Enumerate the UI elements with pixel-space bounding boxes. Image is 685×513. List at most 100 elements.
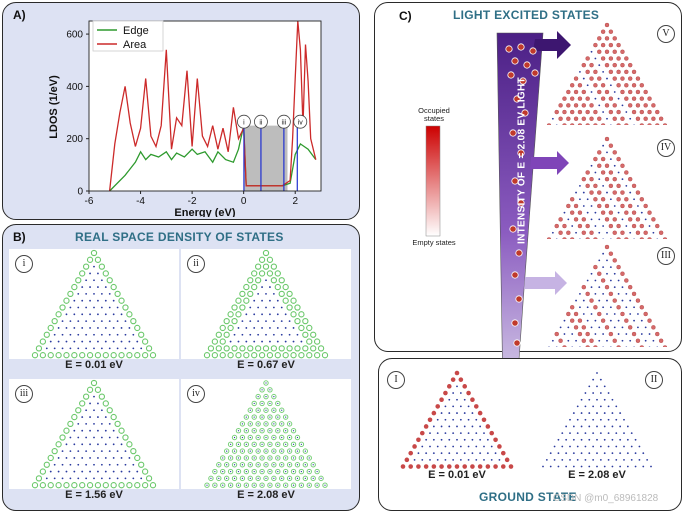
energy-label: E = 2.08 eV xyxy=(568,469,626,481)
photon-electron xyxy=(515,295,523,303)
photon-electron xyxy=(513,95,521,103)
colorbar-top-label: Occupied states xyxy=(418,106,450,123)
energy-label: E = 0.01 eV xyxy=(428,469,486,481)
arrow-level-iii xyxy=(524,271,567,295)
marker-badge-iii xyxy=(276,114,291,129)
photon-electron xyxy=(513,339,521,347)
x-tick-label: 2 xyxy=(292,196,298,207)
y-tick-label: 200 xyxy=(66,134,83,145)
marker-badge-ii xyxy=(254,114,268,129)
photon-electron xyxy=(505,45,513,53)
panel-c-title: LIGHT EXCITED STATES xyxy=(453,8,600,22)
excited-map-v: V xyxy=(545,21,679,128)
excited-map-iii: III xyxy=(545,243,679,350)
plot-frame xyxy=(88,20,322,192)
photon-electron xyxy=(515,249,523,257)
photon-electron xyxy=(521,109,529,117)
ldos-map-cell-iii: iii E = 1.56 eV xyxy=(9,379,179,503)
energy-label: E = 0.01 eV xyxy=(9,359,179,373)
colorbar xyxy=(425,125,441,237)
x-tick-label: 0 xyxy=(241,196,247,207)
photon-electron xyxy=(511,57,519,65)
panel-a: A) i ii iii iv -6 -4 -2 0 2 0 200 400 600 LDOS (1/eV… xyxy=(2,2,360,220)
ground-map-ii: II E = 2.08 eV xyxy=(537,369,667,487)
triangle-lattice xyxy=(203,249,329,359)
state-badge: ii xyxy=(187,255,205,273)
photon-electron xyxy=(519,77,527,85)
energy-label: E = 1.56 eV xyxy=(9,489,179,503)
panel-b-label: B) xyxy=(13,230,26,244)
state-badge: III xyxy=(657,247,675,265)
energy-label: E = 2.08 eV xyxy=(181,489,351,503)
photon-electron xyxy=(517,199,525,207)
y-tick-label: 400 xyxy=(66,82,83,93)
ldos-map-cell-iv: iv E = 2.08 eV xyxy=(181,379,351,503)
panel-b: B) REAL SPACE DENSITY OF STATES i E = 0.0… xyxy=(2,224,360,511)
state-badge: IV xyxy=(657,139,675,157)
photon-electron xyxy=(517,149,525,157)
marker-label-iv: iv xyxy=(298,120,304,127)
ldos-map xyxy=(204,380,328,488)
photon-electron xyxy=(511,271,519,279)
legend-label-area: Area xyxy=(123,39,147,51)
panel-c-label: C) xyxy=(399,9,412,23)
excited-lattice xyxy=(548,244,668,350)
x-tick-label: -4 xyxy=(136,196,145,207)
panel-b-title: REAL SPACE DENSITY OF STATES xyxy=(75,230,284,244)
arrow-level-iv xyxy=(530,151,569,175)
beam-intensity-label: INTENSITY OF E = 2.08 EV LIGHT xyxy=(516,77,528,244)
ground-map-i: I E = 0.01 eV xyxy=(387,369,527,487)
excited-lattice xyxy=(546,22,668,128)
beam-body xyxy=(496,32,544,396)
ground-lattice xyxy=(400,370,514,469)
photon-electron xyxy=(529,47,537,55)
x-tick-label: -2 xyxy=(188,196,197,207)
ldos-map-cell-ii: ii E = 0.67 eV xyxy=(181,249,351,373)
ldos-map xyxy=(31,249,157,359)
marker-label-i: i xyxy=(243,120,245,127)
marker-badge-iv xyxy=(293,114,308,129)
state-badge: II xyxy=(645,371,663,389)
photon-electron xyxy=(509,225,517,233)
ground-lattice xyxy=(542,372,652,468)
triangle-lattice xyxy=(31,249,157,359)
photon-electron xyxy=(531,69,539,77)
photon-electron xyxy=(507,71,515,79)
watermark: CSDN @m0_68961828 xyxy=(553,493,659,504)
triangle-lattice xyxy=(546,136,668,242)
triangle-lattice xyxy=(546,22,668,128)
state-badge: iii xyxy=(15,385,33,403)
panel-ground: I E = 0.01 eV II E = 2.08 eV GROUND STATE C… xyxy=(378,358,682,511)
legend: Edge Area xyxy=(92,20,164,52)
colorbar-bottom-label: Empty states xyxy=(412,238,456,247)
light-beam xyxy=(425,31,571,396)
excited-map-iv: IV xyxy=(545,135,679,242)
marker-label-ii: ii xyxy=(259,120,263,127)
state-badge: V xyxy=(657,25,675,43)
state-badge: I xyxy=(387,371,405,389)
ldos-map xyxy=(203,249,329,359)
y-tick-label: 600 xyxy=(66,30,83,41)
ground-title: GROUND STATE xyxy=(479,490,577,504)
triangle-lattice xyxy=(400,370,514,469)
arrow-level-v xyxy=(533,31,571,59)
photon-electron xyxy=(509,129,517,137)
photon-electron xyxy=(517,43,525,51)
gap-highlight xyxy=(243,125,288,191)
x-tick-label: -6 xyxy=(85,196,94,207)
x-axis-label: Energy (eV) xyxy=(174,207,235,217)
marker-badge-i xyxy=(237,114,251,129)
triangle-lattice xyxy=(548,244,668,350)
legend-label-edge: Edge xyxy=(123,25,149,37)
panel-c: C) LIGHT EXCITED STATES Occupied states … xyxy=(374,2,682,396)
state-badge: iv xyxy=(187,385,205,403)
series-line-area xyxy=(108,20,317,192)
ldos-map-cell-i: i E = 0.01 eV xyxy=(9,249,179,373)
y-tick-label: 0 xyxy=(77,187,83,198)
y-axis-label: LDOS (1/eV) xyxy=(48,75,60,139)
ldos-map xyxy=(31,379,157,489)
energy-label: E = 0.67 eV xyxy=(181,359,351,373)
triangle-lattice xyxy=(31,379,157,489)
photon-electron xyxy=(511,319,519,327)
